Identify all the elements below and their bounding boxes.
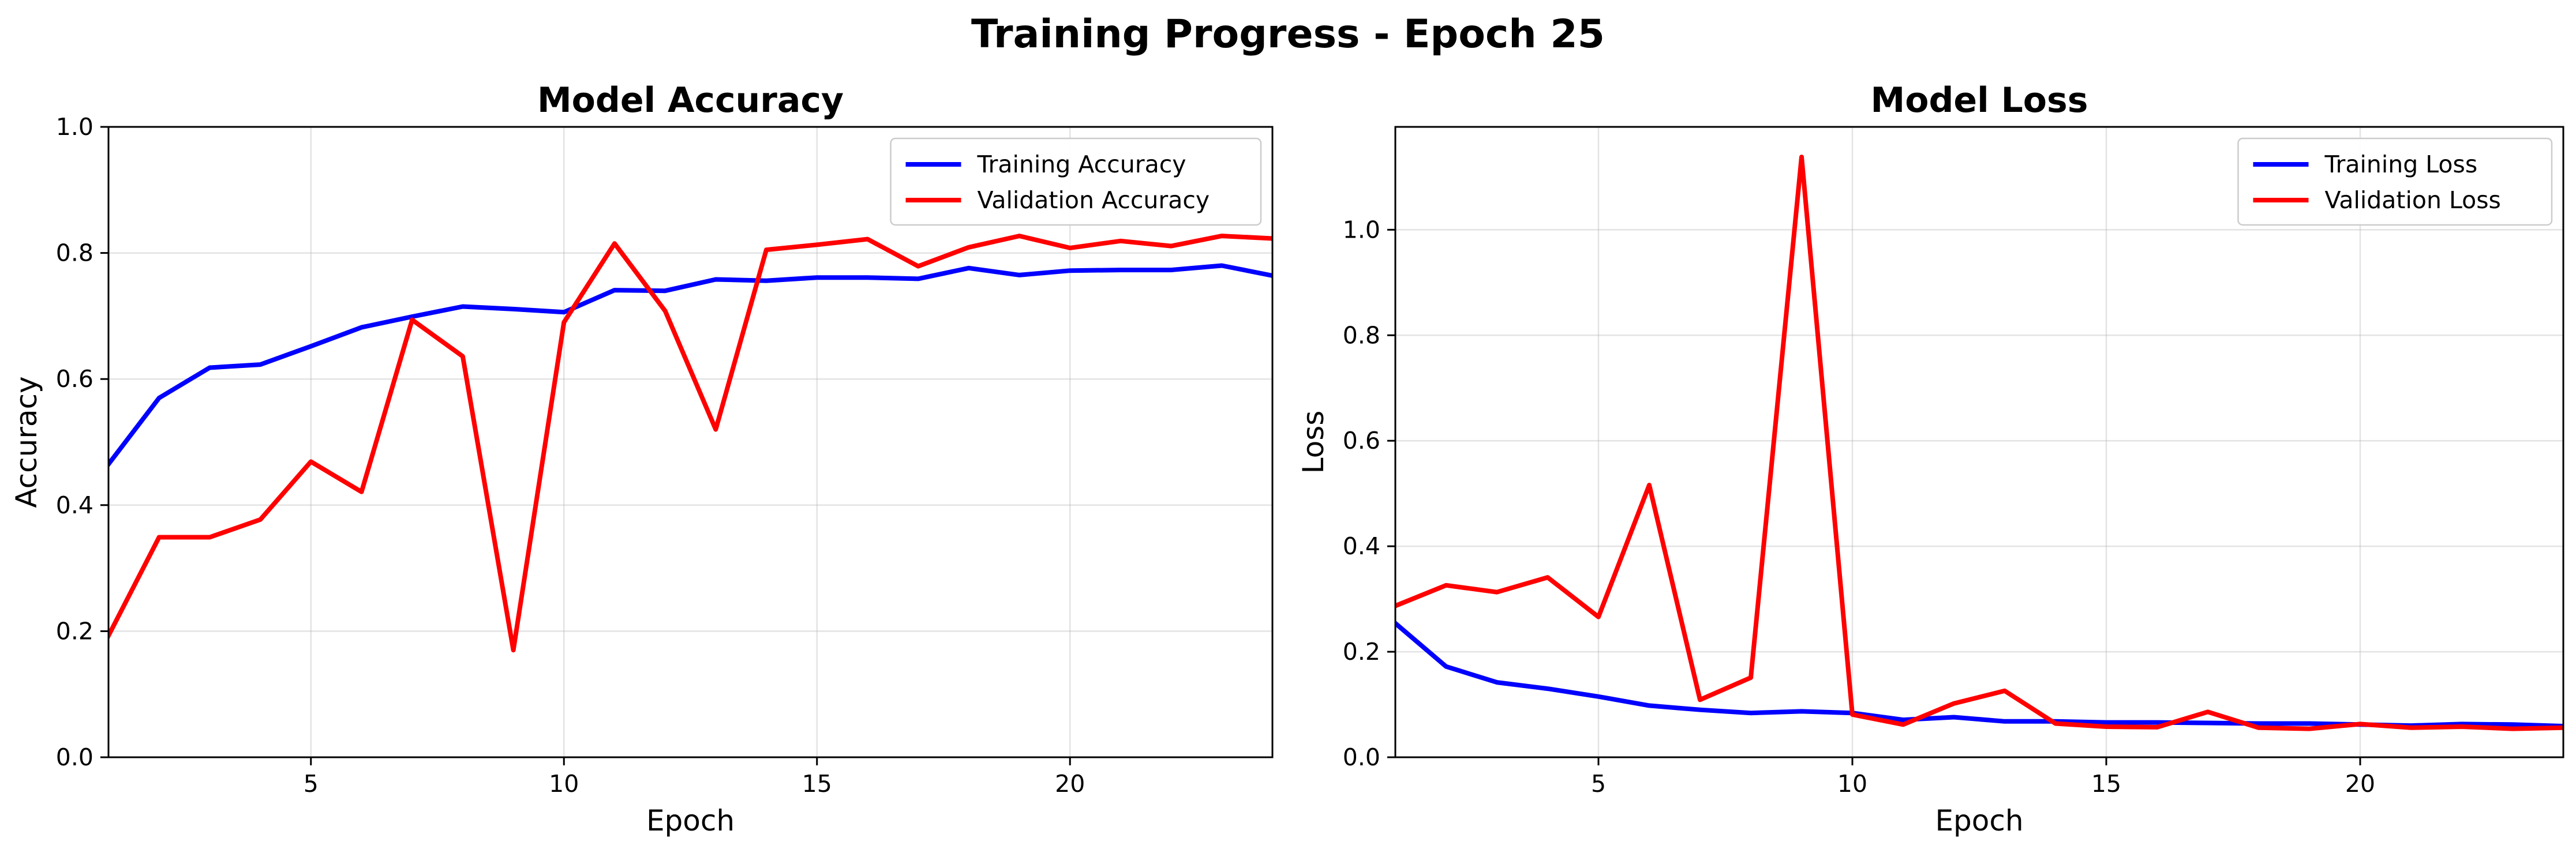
loss-plot-area [1395, 155, 2563, 731]
loss-y-tick-label: 0.8 [1343, 321, 1380, 349]
accuracy-axes-frame [107, 126, 1274, 758]
accuracy-x-axis-label: Epoch [646, 804, 735, 837]
accuracy-series-validation-line [108, 234, 1272, 653]
loss-legend-label: Validation Loss [2325, 186, 2501, 214]
loss-y-tick-label: 0.0 [1343, 743, 1380, 771]
loss-x-tick-label: 10 [1837, 770, 1867, 798]
accuracy-y-tick-label: 1.0 [56, 113, 93, 141]
accuracy-x-tick-label: 20 [1055, 770, 1085, 798]
loss-y-tick-label: 0.4 [1343, 532, 1380, 560]
loss-y-axis-label: Loss [1297, 411, 1330, 474]
accuracy-y-tick-label: 0.2 [56, 617, 93, 645]
accuracy-legend: Training Accuracy Validation Accuracy [890, 137, 1262, 226]
loss-x-tick-label: 20 [2345, 770, 2375, 798]
accuracy-legend-frame [890, 137, 1262, 226]
loss-legend: Training Loss Validation Loss [2237, 137, 2553, 226]
loss-y-tick-label: 0.6 [1343, 427, 1380, 454]
accuracy-legend-label: Validation Accuracy [978, 186, 1210, 214]
accuracy-x-tick-label: 15 [802, 770, 832, 798]
loss-x-tick-label: 15 [2091, 770, 2121, 798]
accuracy-y-tick-label: 0.0 [56, 743, 93, 771]
accuracy-x-tick-label: 5 [304, 770, 319, 798]
loss-chart: 5 10 15 20 0.0 0.2 0.4 0.6 0.8 1.0 Model Loss Epoch… [1297, 80, 2564, 837]
accuracy-series-training-line [108, 263, 1272, 468]
accuracy-chart: 5 10 15 20 0.0 0.2 0.4 0.6 0.8 1.0 Model Accuracy E… [10, 80, 1274, 837]
accuracy-y-tick-label: 0.6 [56, 365, 93, 393]
loss-axes-frame [1394, 126, 2564, 758]
accuracy-y-tick-label: 0.8 [56, 239, 93, 267]
accuracy-x-tick-label: 10 [549, 770, 579, 798]
loss-series-validation-line [1395, 155, 2563, 731]
loss-y-tick-label: 0.2 [1343, 638, 1380, 666]
loss-x-tick-label: 5 [1591, 770, 1606, 798]
loss-chart-title: Model Loss [1871, 80, 2088, 121]
loss-legend-frame [2237, 137, 2553, 226]
accuracy-legend-label: Training Accuracy [977, 151, 1186, 178]
accuracy-plot-area [108, 234, 1272, 653]
loss-y-tick-label: 1.0 [1343, 216, 1380, 243]
loss-x-axis-label: Epoch [1935, 804, 2023, 837]
accuracy-y-tick-label: 0.4 [56, 491, 93, 519]
accuracy-chart-title: Model Accuracy [537, 80, 844, 121]
accuracy-y-axis-label: Accuracy [10, 376, 43, 508]
figure-title: Training Progress - Epoch 25 [971, 12, 1605, 57]
loss-legend-label: Training Loss [2324, 151, 2478, 178]
